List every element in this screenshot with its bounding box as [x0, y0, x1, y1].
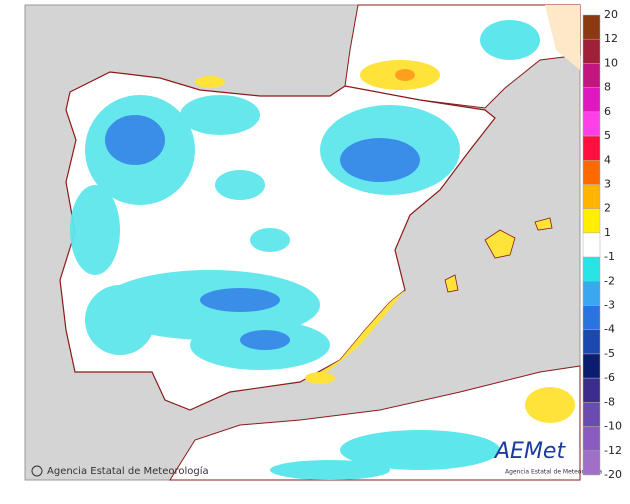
legend-swatch: [582, 63, 601, 88]
legend-label: 6: [604, 105, 611, 118]
legend-label: -5: [604, 347, 615, 360]
copyright-icon: [31, 465, 43, 477]
legend-label: -6: [604, 371, 615, 384]
legend-label: -10: [604, 420, 622, 433]
legend-swatch: [582, 402, 601, 427]
credit: Agencia Estatal de Meteorología: [31, 465, 209, 477]
logo: AEMet Agencia Estatal de Meteorología: [493, 439, 602, 476]
legend-label: -8: [604, 395, 615, 408]
legend-swatch: [582, 135, 601, 161]
legend-swatch: [582, 208, 601, 234]
france-cyan: [480, 20, 540, 60]
logo-caption: Agencia Estatal de Meteorología: [505, 469, 602, 476]
legend-label: 20: [604, 8, 618, 21]
legend-swatch: [582, 184, 601, 209]
legend-swatch: [582, 232, 601, 258]
legend-label: 1: [604, 226, 611, 239]
legend-label: -3: [604, 299, 615, 312]
legend-label: -20: [604, 468, 622, 481]
legend-swatch: [582, 111, 601, 137]
credit-text: Agencia Estatal de Meteorología: [47, 465, 209, 477]
legend-swatch: [582, 377, 601, 403]
legend-swatch: [582, 329, 601, 355]
very-cold-areas: [105, 115, 420, 350]
legend-label: 12: [604, 32, 618, 45]
legend-label: 5: [604, 129, 611, 142]
africa-warm: [525, 387, 575, 423]
legend-swatch: [582, 353, 601, 379]
legend-swatch: [582, 305, 601, 330]
islands: [444, 217, 553, 293]
legend-swatch: [582, 87, 601, 113]
africa-cold: [270, 430, 500, 480]
legend-swatch: [582, 38, 601, 64]
legend-label: -12: [604, 444, 622, 457]
legend-swatch: [582, 160, 601, 185]
france-warm: [545, 5, 580, 70]
legend-label: 8: [604, 81, 611, 94]
map: [59, 4, 581, 481]
legend-label: 4: [604, 153, 611, 166]
legend-swatch: [582, 426, 601, 452]
legend-swatch: [582, 256, 601, 282]
logo-name: AEMet: [493, 439, 566, 464]
legend-label: -4: [604, 323, 615, 336]
legend: 20 12 10 8 6 5 4 3 2 1 -1 -2 -3 -4 -5 -6 -8 -10 -12 -20: [582, 8, 622, 481]
legend-label: -1: [604, 250, 615, 263]
legend-label: 10: [604, 56, 618, 69]
legend-label: 3: [604, 177, 611, 190]
france-orange: [395, 69, 415, 81]
legend-swatch: [582, 450, 601, 476]
legend-swatch: [582, 281, 601, 306]
legend-label: 2: [604, 202, 611, 215]
legend-label: -2: [604, 274, 615, 287]
legend-swatch: [582, 14, 601, 40]
warm-areas: [195, 76, 405, 384]
